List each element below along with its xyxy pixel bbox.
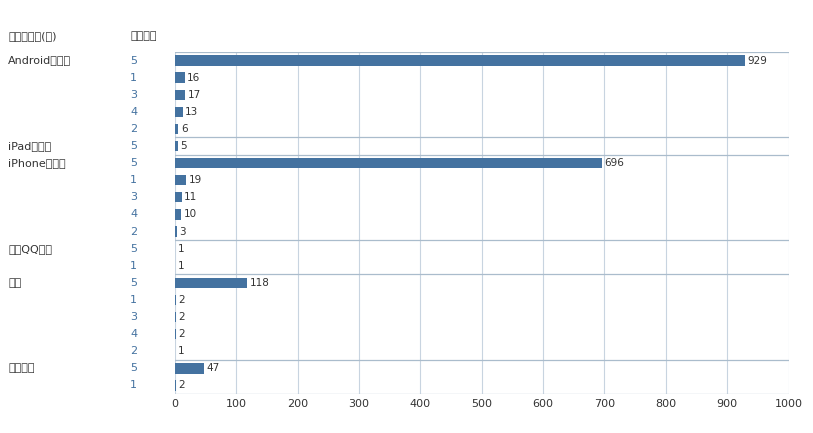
Text: 4: 4	[130, 107, 137, 117]
Text: 1: 1	[130, 73, 137, 83]
Text: 6: 6	[181, 124, 188, 134]
Text: 2: 2	[179, 381, 185, 391]
Text: 19: 19	[189, 175, 202, 185]
Text: 10: 10	[184, 210, 197, 220]
Text: 1: 1	[178, 346, 185, 356]
Text: 1: 1	[130, 261, 137, 271]
Text: 5: 5	[130, 158, 137, 168]
Text: 5: 5	[130, 141, 137, 151]
Text: 网站: 网站	[8, 278, 21, 288]
Text: 微信购物: 微信购物	[8, 363, 35, 373]
Text: 1: 1	[130, 175, 137, 185]
Text: 2: 2	[179, 329, 185, 339]
Bar	[175, 380, 176, 391]
Text: 1: 1	[130, 295, 137, 305]
Bar	[175, 90, 185, 100]
Bar	[175, 72, 185, 83]
Bar	[175, 363, 203, 374]
Bar	[175, 107, 183, 117]
Bar	[175, 158, 602, 168]
Bar	[175, 278, 247, 288]
Bar	[175, 55, 745, 66]
Text: 11: 11	[184, 192, 198, 202]
Text: 2: 2	[179, 295, 185, 305]
Text: 4: 4	[130, 210, 137, 220]
Text: 1: 1	[178, 261, 185, 271]
Text: 1: 1	[130, 381, 137, 391]
Text: 17: 17	[188, 90, 201, 100]
Text: 5: 5	[130, 55, 137, 65]
Bar	[175, 124, 179, 134]
Text: 929: 929	[747, 55, 767, 65]
Text: 2: 2	[130, 124, 137, 134]
Text: 118: 118	[250, 278, 270, 288]
Text: 13: 13	[185, 107, 198, 117]
Text: 3: 3	[130, 312, 137, 322]
Text: 4: 4	[130, 329, 137, 339]
Bar	[175, 141, 178, 151]
Bar	[175, 192, 181, 203]
Bar	[175, 295, 176, 305]
Text: 5: 5	[130, 244, 137, 254]
Text: 用户客户端(组): 用户客户端(组)	[8, 31, 57, 41]
Bar	[175, 312, 176, 322]
Bar	[175, 226, 176, 237]
Text: 5: 5	[130, 278, 137, 288]
Text: 696: 696	[604, 158, 624, 168]
Bar	[175, 175, 186, 185]
Text: 2: 2	[130, 226, 137, 236]
Text: 3: 3	[130, 192, 137, 202]
Text: 1: 1	[178, 244, 185, 254]
Text: 3: 3	[130, 90, 137, 100]
Text: 2: 2	[130, 346, 137, 356]
Text: iPhone客户端: iPhone客户端	[8, 158, 66, 168]
Text: Android客户端: Android客户端	[8, 55, 72, 65]
Text: iPad客户端: iPad客户端	[8, 141, 51, 151]
Text: 手机QQ购物: 手机QQ购物	[8, 244, 52, 254]
Text: 评论分数: 评论分数	[130, 31, 157, 41]
Text: 3: 3	[179, 226, 185, 236]
Text: 47: 47	[207, 363, 220, 373]
Text: 16: 16	[187, 73, 200, 83]
Text: 5: 5	[180, 141, 187, 151]
Bar	[175, 209, 181, 220]
Text: 2: 2	[179, 312, 185, 322]
Text: 5: 5	[130, 363, 137, 373]
Bar	[175, 329, 176, 339]
